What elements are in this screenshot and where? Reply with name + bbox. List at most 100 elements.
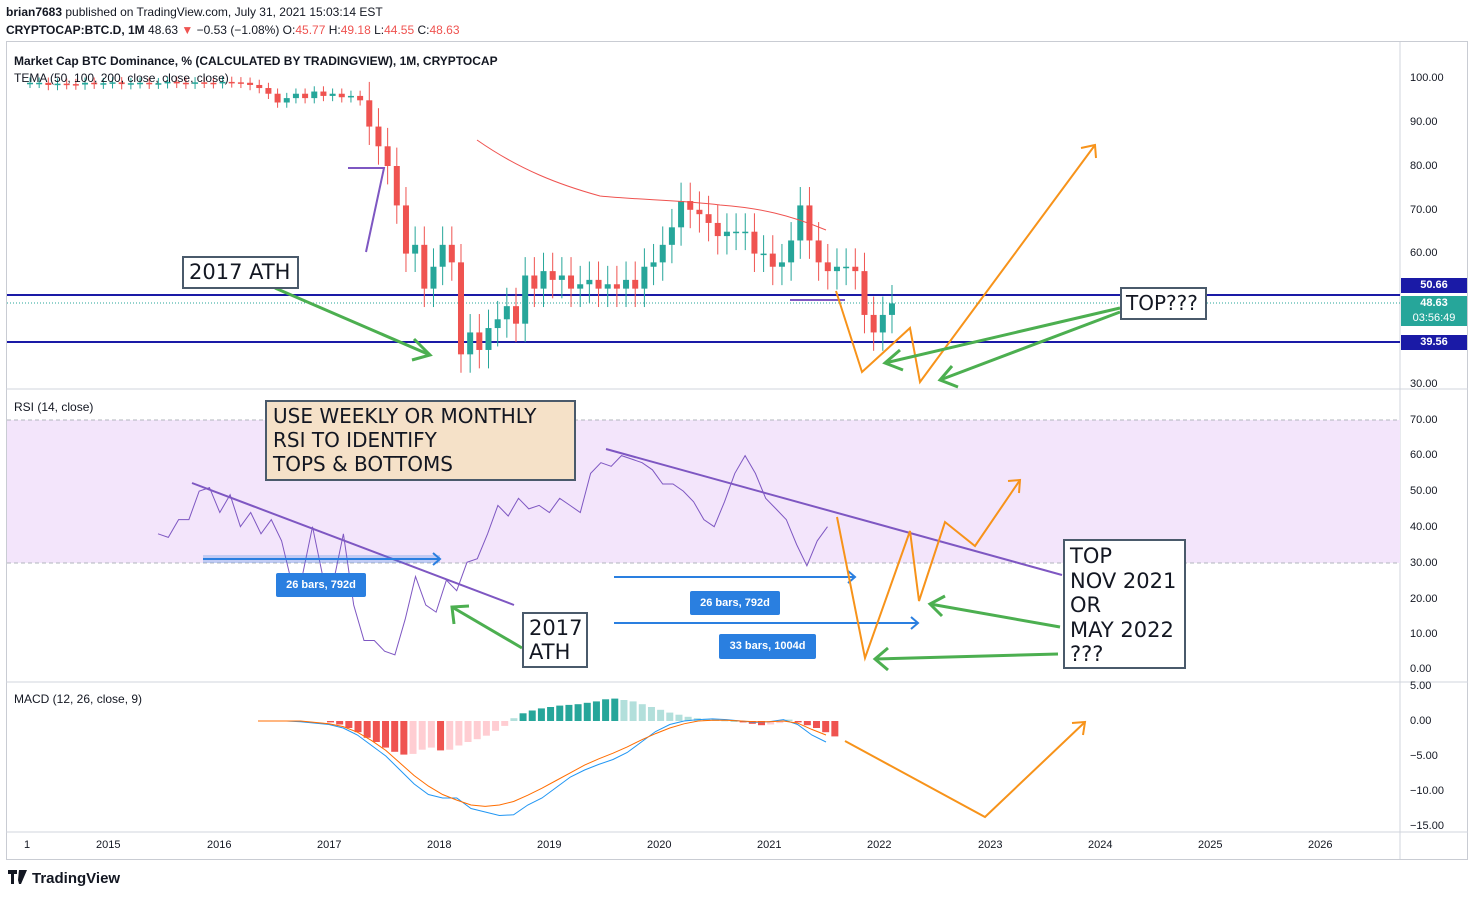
histogram-bar xyxy=(776,721,784,724)
macd-title[interactable]: MACD (12, 26, close, 9) xyxy=(14,692,143,706)
range-badge[interactable]: 26 bars, 792d xyxy=(690,591,780,615)
candle xyxy=(247,82,254,85)
candle xyxy=(54,83,61,86)
candle xyxy=(613,284,620,289)
rsi-title[interactable]: RSI (14, close) xyxy=(14,400,94,414)
range-badge[interactable]: 33 bars, 1004d xyxy=(719,634,816,659)
x-tick: 2021 xyxy=(757,839,782,851)
candle xyxy=(302,93,309,99)
histogram-bar xyxy=(785,719,793,721)
candle xyxy=(513,306,520,324)
rsi-y-tick: 10.00 xyxy=(1410,628,1438,640)
candle xyxy=(778,262,785,267)
candle xyxy=(384,146,391,166)
top-date-callout[interactable]: TOP NOV 2021 OR MAY 2022 ??? xyxy=(1063,539,1186,669)
candle xyxy=(485,328,492,350)
candle xyxy=(696,209,703,215)
last-price-tag: 48.63 xyxy=(1401,296,1467,311)
macd-line xyxy=(258,718,827,817)
candle xyxy=(338,93,345,98)
candle xyxy=(815,240,822,263)
candle xyxy=(751,231,758,254)
candle xyxy=(146,82,153,85)
rsi-note-callout[interactable]: USE WEEKLY OR MONTHLY RSI TO IDENTIFY TO… xyxy=(265,400,576,481)
ath-callout[interactable]: 2017 ATH xyxy=(182,256,299,289)
histogram-bar xyxy=(803,721,811,726)
y-tick: 30.00 xyxy=(1410,378,1438,390)
x-tick: 2019 xyxy=(537,839,562,851)
candle xyxy=(568,275,575,289)
range-measure-3-arrowhead xyxy=(910,616,920,630)
histogram-bar xyxy=(327,721,334,723)
ath-pointer-arrow xyxy=(274,286,431,357)
publisher-name[interactable]: brian7683 xyxy=(6,5,63,19)
candle xyxy=(210,82,217,85)
rsi-y-tick: 50.00 xyxy=(1410,485,1438,497)
x-tick: 2020 xyxy=(647,839,672,851)
rsi-y-tick: 60.00 xyxy=(1410,449,1438,461)
histogram-bar xyxy=(583,702,591,721)
close-value: 48.63 xyxy=(429,23,460,37)
y-tick: 100.00 xyxy=(1410,72,1444,84)
candle xyxy=(100,83,107,85)
rsi-top-arrowhead-1 xyxy=(927,594,946,618)
published-text: published on TradingView.com, July 31, 2… xyxy=(62,5,383,19)
candle xyxy=(347,95,354,98)
projection-macd xyxy=(844,721,1086,819)
histogram-bar xyxy=(629,701,637,721)
projection-rsi xyxy=(836,479,1021,662)
candle xyxy=(118,82,125,85)
macd-histogram xyxy=(327,698,839,755)
candle xyxy=(861,271,868,315)
histogram-bar xyxy=(647,707,655,721)
histogram-bar xyxy=(794,721,802,723)
histogram-bar xyxy=(345,721,353,728)
rsi-top-arrow-2 xyxy=(874,652,1059,661)
callout-line: MAY 2022 xyxy=(1070,617,1174,642)
tema-line xyxy=(476,139,827,231)
rsi-top-arrow-1 xyxy=(929,602,1061,629)
x-tick: 2023 xyxy=(978,839,1003,851)
candle xyxy=(182,82,189,85)
callout-line: NOV 2021 xyxy=(1070,568,1177,593)
candle xyxy=(430,266,437,289)
histogram-bar xyxy=(565,704,573,721)
projection-main xyxy=(835,144,1096,385)
histogram-bar xyxy=(400,721,408,755)
histogram-bar xyxy=(757,721,765,726)
candle xyxy=(558,275,565,280)
histogram-bar xyxy=(519,713,527,721)
histogram-bar xyxy=(556,705,564,721)
x-tick: 2022 xyxy=(867,839,892,851)
candle xyxy=(788,240,795,263)
tema-title[interactable]: TEMA (50, 100, 200, close, close, close) xyxy=(14,71,229,85)
candle xyxy=(650,262,657,267)
histogram-bar xyxy=(382,721,390,748)
top-pointer-arrowhead-2 xyxy=(937,365,959,389)
symbol-label[interactable]: CRYPTOCAP:BTC.D, 1M xyxy=(6,23,145,37)
candle xyxy=(540,271,547,289)
tradingview-logo[interactable]: TradingView xyxy=(8,870,120,888)
candle xyxy=(852,266,859,272)
rsi-note-line: TOPS & BOTTOMS xyxy=(273,452,453,476)
candle xyxy=(283,98,290,103)
top-callout[interactable]: TOP??? xyxy=(1120,287,1207,320)
rsi-ath-callout[interactable]: 2017 ATH xyxy=(522,612,588,668)
histogram-bar xyxy=(455,721,463,746)
histogram-bar xyxy=(492,721,500,731)
candle xyxy=(797,205,804,241)
histogram-bar xyxy=(702,718,710,721)
rsi-note-line: RSI TO IDENTIFY xyxy=(273,428,437,452)
candle xyxy=(522,275,529,324)
level-tag-lower: 39.56 xyxy=(1401,335,1467,350)
candle xyxy=(402,205,409,254)
candle xyxy=(91,82,98,85)
rsi-y-tick: 20.00 xyxy=(1410,593,1438,605)
callout-line: ??? xyxy=(1070,642,1104,666)
histogram-bar xyxy=(638,704,646,721)
callout-line: 2017 xyxy=(529,616,583,640)
x-tick: 2015 xyxy=(96,839,121,851)
range-badge[interactable]: 26 bars, 792d xyxy=(276,573,366,597)
histogram-bar xyxy=(528,710,536,721)
